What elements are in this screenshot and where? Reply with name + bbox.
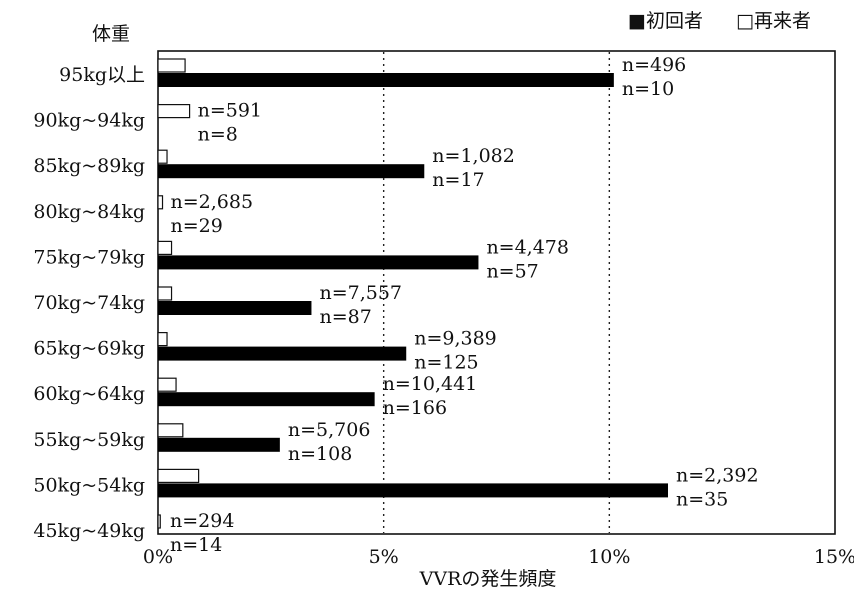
bar-first: [158, 437, 280, 452]
bar-repeat: [157, 332, 168, 347]
n-label-repeat: n=9,389: [414, 328, 497, 350]
n-label-first: n=10: [622, 78, 674, 100]
bar-repeat: [157, 423, 184, 438]
bar-repeat: [157, 195, 164, 210]
bar-repeat: [157, 240, 173, 255]
x-axis-ticks: 0% 5% 10% 15%: [143, 546, 854, 568]
bar-first: [158, 346, 407, 361]
x-tick-label: 0%: [143, 546, 173, 568]
legend: ■初回者 □再来者: [628, 10, 811, 32]
n-label-repeat: n=2,392: [676, 464, 759, 486]
plot-area: [157, 50, 836, 535]
bar-first: [158, 301, 312, 315]
bar-first: [158, 392, 375, 407]
n-label-repeat: n=5,706: [288, 419, 371, 441]
x-tick-label: 5%: [369, 546, 399, 568]
category-label: 50kg~54kg: [33, 474, 145, 496]
bar-first: [158, 255, 479, 270]
category-label: 90kg~94kg: [33, 110, 145, 132]
n-label-first: n=35: [676, 488, 728, 510]
n-label-first: n=57: [486, 260, 538, 282]
n-label-repeat: n=591: [198, 100, 262, 122]
n-label-first: n=125: [414, 352, 478, 374]
x-axis-title: VVRの発生頻度: [419, 568, 557, 590]
bar-repeat: [157, 377, 177, 392]
bar-repeat: [157, 103, 191, 119]
category-label: 55kg~59kg: [33, 429, 145, 451]
n-label-repeat: n=2,685: [171, 191, 254, 213]
n-label-repeat: n=4,478: [486, 236, 569, 258]
legend-item-first: ■初回者: [628, 10, 703, 32]
category-label: 85kg~89kg: [33, 155, 145, 177]
bar-first: [158, 73, 614, 87]
category-label: 80kg~84kg: [33, 201, 145, 223]
n-label-first: n=17: [432, 169, 484, 191]
bars: [157, 58, 669, 529]
n-label-repeat: n=294: [170, 510, 234, 532]
n-label-first: n=14: [170, 534, 222, 556]
n-label-repeat: n=1,082: [432, 145, 515, 167]
x-tick-label: 15%: [814, 546, 854, 568]
gridlines: [382, 52, 611, 533]
n-label-repeat: n=7,557: [319, 282, 402, 304]
x-tick-label: 10%: [588, 546, 630, 568]
n-label-first: n=87: [319, 306, 371, 328]
bar-repeat: [157, 468, 200, 483]
category-label: 70kg~74kg: [33, 292, 145, 314]
n-label-repeat: n=10,441: [383, 373, 478, 395]
n-label-first: n=166: [383, 397, 447, 419]
n-label-repeat: n=496: [622, 54, 686, 76]
bar-first: [158, 164, 425, 179]
n-label-first: n=29: [171, 215, 223, 237]
category-label: 60kg~64kg: [33, 383, 145, 405]
category-label: 65kg~69kg: [33, 338, 145, 360]
bar-repeat: [157, 514, 161, 529]
category-label: 45kg~49kg: [33, 520, 145, 542]
category-labels: 95kg以上 90kg~94kg 85kg~89kg 80kg~84kg 75kg~79…: [33, 64, 145, 542]
bar-repeat: [157, 286, 173, 301]
n-label-first: n=108: [288, 443, 352, 465]
y-axis-title: 体重: [92, 23, 130, 45]
bar-repeat: [157, 58, 186, 73]
n-label-first: n=8: [198, 124, 238, 146]
bar-repeat: [157, 149, 168, 164]
category-label: 95kg以上: [59, 64, 145, 86]
category-label: 75kg~79kg: [33, 246, 145, 268]
bar-first: [158, 483, 669, 498]
legend-item-repeat: □再来者: [736, 10, 811, 32]
